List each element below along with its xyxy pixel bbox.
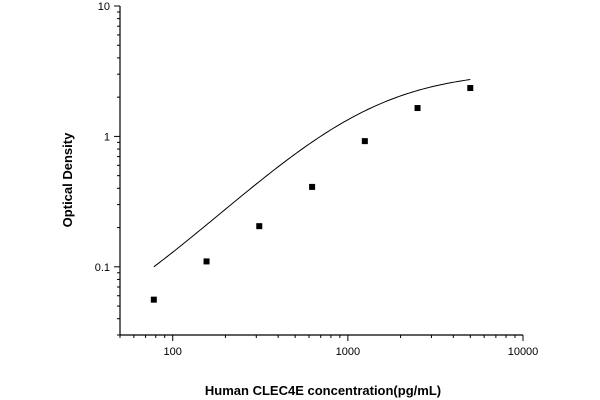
data-point — [203, 258, 210, 265]
data-point — [256, 223, 263, 230]
axes — [119, 6, 523, 336]
data-point — [414, 105, 421, 112]
data-point — [361, 138, 368, 145]
x-tick-label: 10000 — [508, 346, 539, 358]
y-tick-label: 0.1 — [95, 262, 110, 274]
fit-curve-group — [153, 79, 471, 268]
data-point — [309, 183, 316, 190]
data-points — [150, 85, 474, 303]
y-tick-label: 10 — [98, 1, 110, 13]
data-point — [467, 85, 474, 92]
y-axis-title: Optical Density — [60, 132, 75, 227]
x-axis-title: Human CLEC4E concentration(pg/mL) — [205, 383, 441, 398]
tick-labels: 100 1000 10000 0.1 1 10 — [95, 1, 539, 358]
tick-marks — [114, 5, 524, 341]
data-point — [150, 296, 157, 303]
fit-curve — [153, 79, 471, 268]
x-tick-label: 1000 — [336, 346, 360, 358]
y-tick-label: 1 — [104, 131, 110, 143]
x-tick-label: 100 — [164, 346, 182, 358]
